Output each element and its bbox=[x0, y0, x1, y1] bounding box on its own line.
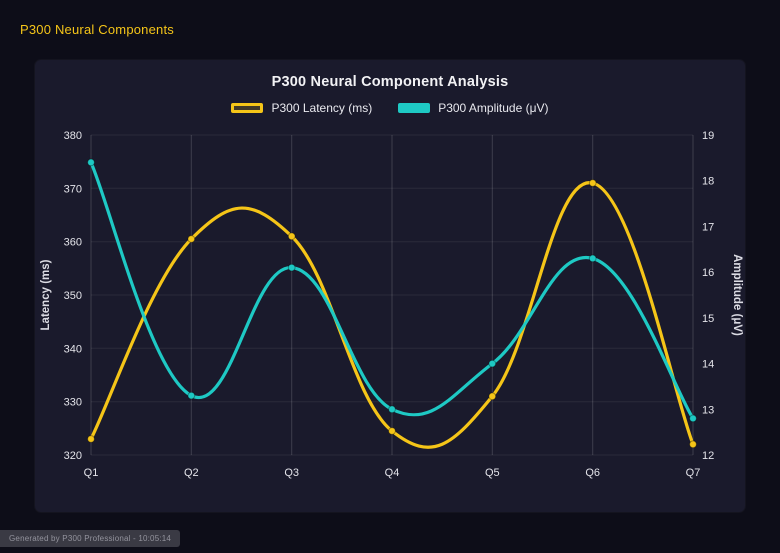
left-axis-tick-label: 320 bbox=[64, 450, 82, 462]
latency-data-point bbox=[287, 232, 296, 241]
x-axis-tick-label: Q2 bbox=[184, 467, 199, 479]
chart-panel: P300 Neural Component Analysis P300 Late… bbox=[35, 60, 745, 512]
left-axis-tick-label: 380 bbox=[64, 130, 82, 142]
legend-item-amplitude[interactable]: P300 Amplitude (μV) bbox=[398, 101, 549, 115]
latency-data-point bbox=[388, 427, 396, 435]
page-title: P300 Neural Components bbox=[20, 22, 174, 37]
footer-note: Generated by P300 Professional - 10:05:1… bbox=[0, 530, 181, 547]
amplitude-data-point bbox=[388, 405, 396, 414]
left-axis-title: Latency (ms) bbox=[40, 259, 52, 330]
right-axis-tick-label: 12 bbox=[702, 450, 714, 462]
left-axis-tick-label: 350 bbox=[64, 290, 82, 302]
latency-data-point bbox=[488, 392, 497, 401]
x-axis-tick-label: Q3 bbox=[284, 467, 299, 479]
amplitude-data-point bbox=[187, 391, 196, 400]
x-axis-tick-label: Q7 bbox=[686, 467, 701, 479]
latency-legend-label: P300 Latency (ms) bbox=[271, 101, 373, 115]
right-axis-title: Amplitude (μV) bbox=[731, 254, 743, 336]
legend-item-latency[interactable]: P300 Latency (ms) bbox=[231, 101, 372, 115]
chart-title: P300 Neural Component Analysis bbox=[271, 74, 509, 90]
amplitude-data-point bbox=[689, 414, 697, 423]
left-axis-tick-label: 340 bbox=[64, 343, 82, 355]
latency-data-point bbox=[87, 435, 95, 443]
left-axis-tick-label: 360 bbox=[64, 237, 82, 249]
chart-svg: 320 330 340 350 360 370 380 12 13 14 15 16 17 18 19 Q1 Q… bbox=[40, 130, 743, 479]
right-axis-tick-label: 16 bbox=[702, 267, 714, 279]
amplitude-data-point bbox=[588, 254, 597, 263]
x-axis-tick-label: Q4 bbox=[385, 467, 400, 479]
amplitude-data-point bbox=[488, 359, 497, 368]
right-axis-tick-label: 14 bbox=[702, 359, 714, 371]
left-axis-tick-label: 330 bbox=[64, 397, 82, 409]
x-axis-tick-label: Q5 bbox=[485, 467, 500, 479]
right-axis-tick-label: 15 bbox=[702, 313, 714, 325]
latency-data-point bbox=[187, 235, 196, 243]
right-axis-tick-label: 19 bbox=[702, 130, 714, 142]
left-axis-tick-label: 370 bbox=[64, 183, 82, 195]
chart-legend: P300 Latency (ms) P300 Amplitude (μV) bbox=[35, 101, 745, 115]
latency-legend-swatch bbox=[231, 103, 264, 113]
right-axis-tick-label: 13 bbox=[702, 404, 714, 416]
right-axis-tick-label: 17 bbox=[702, 221, 714, 233]
right-axis-tick-label: 18 bbox=[702, 176, 714, 188]
amplitude-data-point bbox=[287, 263, 296, 272]
amplitude-legend-label: P300 Amplitude (μV) bbox=[438, 101, 549, 115]
amplitude-legend-swatch bbox=[398, 103, 431, 113]
amplitude-data-point bbox=[87, 158, 95, 167]
latency-data-point bbox=[588, 179, 597, 187]
x-axis-tick-label: Q1 bbox=[84, 467, 99, 479]
latency-data-point bbox=[689, 440, 697, 449]
x-axis-tick-label: Q6 bbox=[585, 467, 600, 479]
